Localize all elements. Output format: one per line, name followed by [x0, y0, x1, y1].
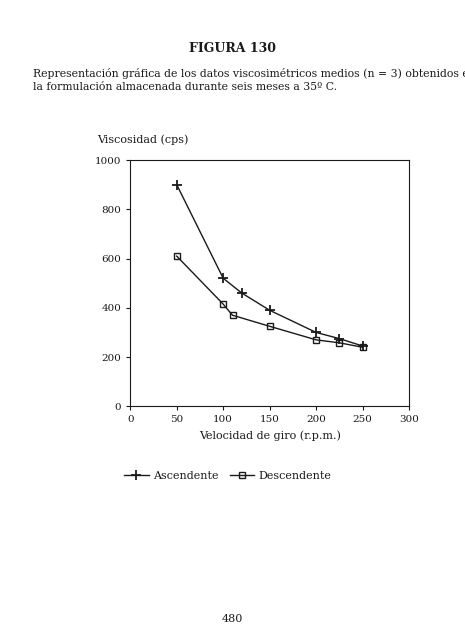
Text: Representación gráfica de los datos viscosimétricos medios (n = 3) obtenidos en: Representación gráfica de los datos visc… — [33, 68, 465, 79]
Descendente — [337, 339, 342, 347]
Ascendente — [337, 335, 342, 342]
Descendente — [313, 336, 319, 344]
Ascendente — [239, 289, 245, 297]
Ascendente — [220, 275, 226, 282]
X-axis label: Velocidad de giro (r.p.m.): Velocidad de giro (r.p.m.) — [199, 430, 341, 440]
Descendente — [360, 344, 365, 351]
Ascendente — [267, 307, 272, 314]
Ascendente — [174, 180, 179, 188]
Text: 480: 480 — [222, 614, 243, 624]
Line: Ascendente: Ascendente — [172, 180, 367, 351]
Text: FIGURA 130: FIGURA 130 — [189, 42, 276, 54]
Text: la formulación almacenada durante seis meses a 35º C.: la formulación almacenada durante seis m… — [33, 82, 337, 92]
Ascendente — [360, 342, 365, 350]
Descendente — [220, 300, 226, 308]
Text: Viscosidad (cps): Viscosidad (cps) — [97, 134, 188, 145]
Descendente — [174, 252, 179, 260]
Descendente — [230, 312, 235, 319]
Ascendente — [313, 329, 319, 337]
Descendente — [267, 323, 272, 330]
Line: Descendente: Descendente — [173, 253, 366, 350]
Legend: Ascendente, Descendente: Ascendente, Descendente — [120, 466, 336, 485]
